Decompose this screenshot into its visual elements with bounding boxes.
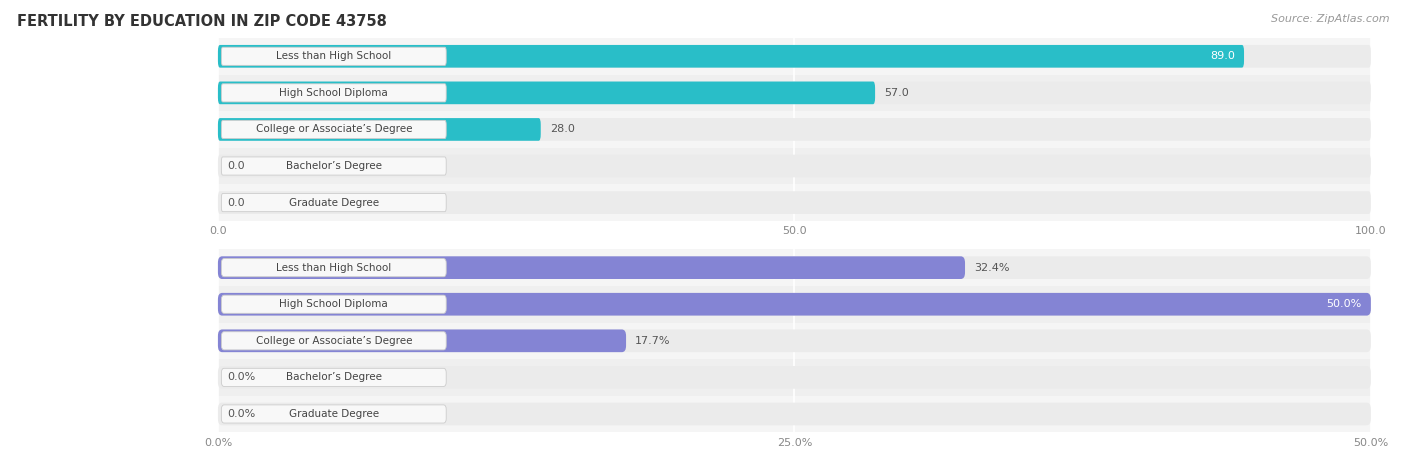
Text: 0.0: 0.0 [228,198,245,208]
Bar [218,111,1371,148]
Text: 89.0: 89.0 [1211,51,1234,61]
Text: 57.0: 57.0 [884,88,910,98]
FancyBboxPatch shape [218,293,1371,315]
FancyBboxPatch shape [221,157,446,175]
FancyBboxPatch shape [221,193,446,212]
Text: FERTILITY BY EDUCATION IN ZIP CODE 43758: FERTILITY BY EDUCATION IN ZIP CODE 43758 [17,14,387,29]
FancyBboxPatch shape [218,366,1371,389]
FancyBboxPatch shape [218,330,626,352]
FancyBboxPatch shape [218,118,541,141]
FancyBboxPatch shape [218,330,1371,352]
Text: College or Associate’s Degree: College or Associate’s Degree [256,336,412,346]
Text: Less than High School: Less than High School [276,51,391,61]
Text: Bachelor’s Degree: Bachelor’s Degree [285,161,382,171]
FancyBboxPatch shape [218,45,1371,67]
Bar [218,148,1371,184]
FancyBboxPatch shape [218,82,875,104]
FancyBboxPatch shape [221,405,446,423]
FancyBboxPatch shape [221,332,446,350]
Text: Graduate Degree: Graduate Degree [288,409,378,419]
Bar [218,286,1371,323]
Bar [218,249,1371,286]
Text: Less than High School: Less than High School [276,263,391,273]
Text: 32.4%: 32.4% [974,263,1010,273]
Text: College or Associate’s Degree: College or Associate’s Degree [256,124,412,134]
Text: Bachelor’s Degree: Bachelor’s Degree [285,372,382,382]
Text: High School Diploma: High School Diploma [280,299,388,309]
Text: 0.0%: 0.0% [228,372,256,382]
FancyBboxPatch shape [221,258,446,277]
Text: 0.0%: 0.0% [228,409,256,419]
FancyBboxPatch shape [218,191,1371,214]
Bar [218,323,1371,359]
FancyBboxPatch shape [221,84,446,102]
Text: High School Diploma: High School Diploma [280,88,388,98]
Text: Source: ZipAtlas.com: Source: ZipAtlas.com [1271,14,1389,24]
Text: 50.0%: 50.0% [1326,299,1361,309]
FancyBboxPatch shape [221,368,446,387]
Bar [218,75,1371,111]
Text: 17.7%: 17.7% [636,336,671,346]
FancyBboxPatch shape [218,45,1244,67]
FancyBboxPatch shape [218,293,1371,315]
FancyBboxPatch shape [221,47,446,66]
FancyBboxPatch shape [218,256,965,279]
FancyBboxPatch shape [218,155,1371,177]
Text: 28.0: 28.0 [550,124,575,134]
Bar [218,359,1371,396]
Bar [218,396,1371,432]
FancyBboxPatch shape [221,120,446,139]
FancyBboxPatch shape [218,82,1371,104]
Text: 0.0: 0.0 [228,161,245,171]
Bar [218,38,1371,75]
FancyBboxPatch shape [218,118,1371,141]
Bar [218,184,1371,221]
FancyBboxPatch shape [221,295,446,314]
Text: Graduate Degree: Graduate Degree [288,198,378,208]
FancyBboxPatch shape [218,403,1371,425]
FancyBboxPatch shape [218,256,1371,279]
